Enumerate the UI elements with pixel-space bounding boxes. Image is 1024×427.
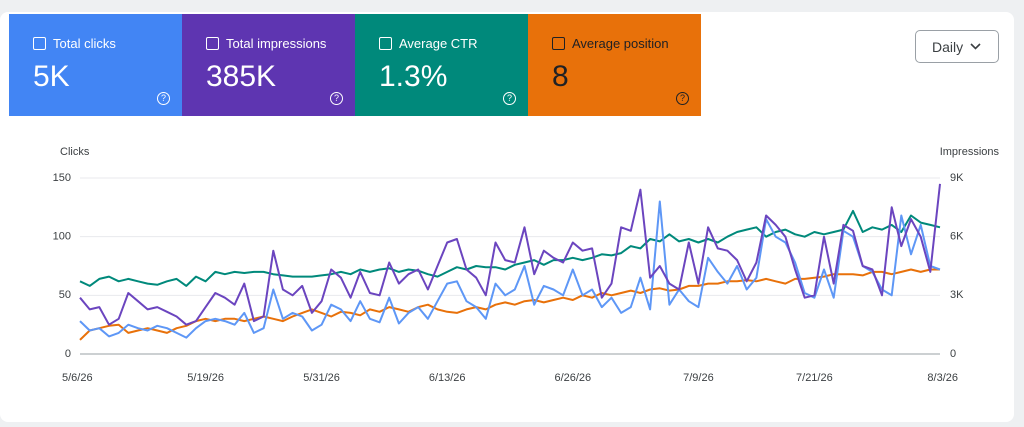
chevron — [970, 43, 981, 50]
x-tick-label: 7/21/26 — [796, 372, 833, 384]
metric-value: 5K — [33, 60, 70, 93]
y-tick-label: 50 — [59, 289, 71, 301]
y-axis-label: Clicks — [60, 146, 90, 158]
series-line — [79, 183, 941, 326]
y-tick-label: 150 — [53, 172, 71, 184]
metric-label: Total impressions — [226, 36, 327, 51]
checkbox[interactable] — [379, 37, 392, 50]
y-tick-label: 100 — [53, 231, 71, 243]
metric-label: Average position — [572, 36, 669, 51]
y-tick-label: 0 — [65, 348, 71, 360]
x-tick-label: 6/13/26 — [429, 372, 466, 384]
metric-card[interactable]: Average CTR 1.3%? — [355, 14, 528, 116]
metric-value: 385K — [206, 60, 277, 93]
series-line — [79, 209, 941, 287]
x-tick-label: 5/31/26 — [303, 372, 340, 384]
help-icon[interactable]: ? — [157, 92, 170, 105]
x-tick-label: 5/6/26 — [62, 372, 93, 384]
x-tick-label: 8/3/26 — [927, 372, 958, 384]
metric-label: Average CTR — [399, 36, 478, 51]
metric-value: 8 — [552, 60, 569, 93]
help-icon[interactable]: ? — [503, 92, 516, 105]
checkbox[interactable] — [33, 37, 46, 50]
checkbox[interactable] — [206, 37, 219, 50]
metric-value: 1.3% — [379, 60, 448, 93]
y2-tick-label: 0 — [950, 348, 956, 360]
checkbox[interactable] — [552, 37, 565, 50]
y2-tick-label: 9K — [950, 172, 964, 184]
help-icon[interactable]: ? — [330, 92, 343, 105]
y2-axis-label: Impressions — [940, 146, 1000, 158]
x-tick-label: 7/9/26 — [683, 372, 714, 384]
y2-tick-label: 6K — [950, 231, 964, 243]
metric-card[interactable]: Total clicks 5K? — [9, 14, 182, 116]
granularity-dropdown[interactable]: Daily — [915, 30, 999, 63]
metric-card[interactable]: Average position 8? — [528, 14, 701, 116]
x-tick-label: 6/26/26 — [554, 372, 591, 384]
x-tick-label: 5/19/26 — [187, 372, 224, 384]
metric-card[interactable]: Total impressions 385K? — [182, 14, 355, 116]
y2-tick-label: 3K — [950, 289, 964, 301]
dropdown-label: Daily — [932, 39, 964, 55]
series-line — [79, 200, 941, 339]
help-icon[interactable]: ? — [676, 92, 689, 105]
series-line — [79, 268, 940, 341]
metric-label: Total clicks — [53, 36, 116, 51]
